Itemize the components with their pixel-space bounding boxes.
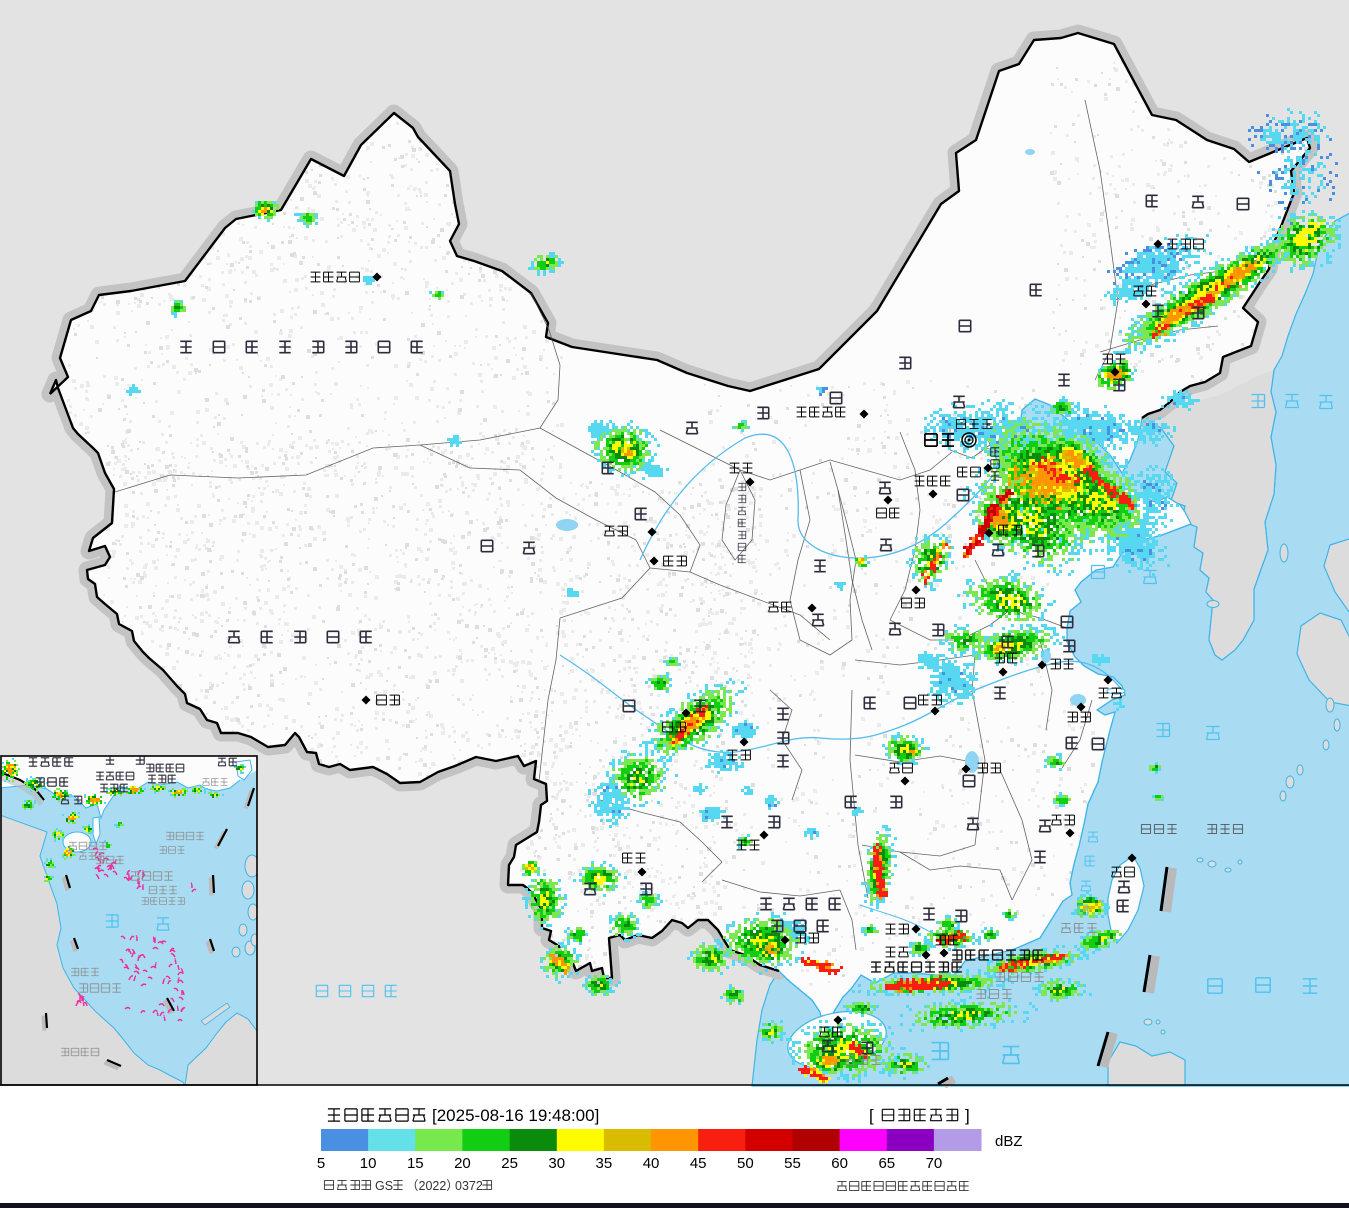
svg-text:[: [: [869, 1106, 874, 1125]
svg-text:50: 50: [737, 1155, 754, 1172]
svg-text:20: 20: [454, 1155, 471, 1172]
svg-text:30: 30: [548, 1155, 565, 1172]
svg-text:0372: 0372: [455, 1179, 483, 1193]
svg-text:55: 55: [784, 1155, 801, 1172]
svg-text:15: 15: [407, 1155, 424, 1172]
svg-text:（2022）: （2022）: [406, 1179, 459, 1193]
svg-text:60: 60: [831, 1155, 848, 1172]
svg-text:45: 45: [690, 1155, 707, 1172]
svg-text:25: 25: [501, 1155, 518, 1172]
svg-text:5: 5: [317, 1155, 325, 1172]
svg-text:]: ]: [965, 1106, 970, 1125]
svg-text:35: 35: [596, 1155, 613, 1172]
svg-text:[2025-08-16 19:48:00]: [2025-08-16 19:48:00]: [432, 1106, 599, 1125]
svg-text:10: 10: [360, 1155, 377, 1172]
svg-text:70: 70: [926, 1155, 943, 1172]
svg-text:dBZ: dBZ: [995, 1133, 1023, 1150]
svg-text:40: 40: [643, 1155, 660, 1172]
svg-text:GS: GS: [375, 1179, 393, 1193]
svg-text:65: 65: [878, 1155, 895, 1172]
